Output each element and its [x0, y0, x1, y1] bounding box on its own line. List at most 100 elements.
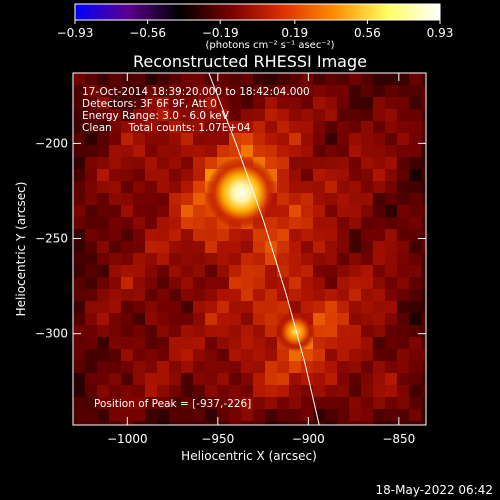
- heatmap-cell: [181, 73, 193, 85]
- heatmap-cell: [181, 289, 193, 301]
- heatmap-cell: [181, 145, 193, 157]
- heatmap-cell: [421, 337, 426, 349]
- heatmap-cell: [97, 73, 109, 85]
- heatmap-cell: [325, 109, 337, 121]
- heatmap-cell: [169, 181, 181, 193]
- colorbar-units-label: (photons cm⁻² s⁻¹ asec⁻²): [205, 40, 334, 51]
- heatmap-cell: [253, 133, 265, 145]
- heatmap-cell: [289, 361, 301, 373]
- heatmap-cell: [121, 325, 133, 337]
- heatmap-cell: [397, 265, 409, 277]
- heatmap-cell: [349, 73, 361, 85]
- colorbar-tick-label: −0.56: [129, 26, 166, 40]
- heatmap-cell: [385, 229, 397, 241]
- heatmap-cell: [349, 121, 361, 133]
- heatmap-cell: [313, 277, 325, 289]
- heatmap-cell: [241, 109, 253, 121]
- heatmap-cell: [217, 145, 229, 157]
- heatmap-cell: [385, 193, 397, 205]
- heatmap-cell: [253, 289, 265, 301]
- heatmap-cell: [181, 121, 193, 133]
- heatmap-cell: [181, 217, 193, 229]
- heatmap-cell: [241, 97, 253, 109]
- heatmap-cell: [409, 109, 421, 121]
- heatmap-cell: [313, 85, 325, 97]
- heatmap-cell: [277, 301, 289, 313]
- heatmap-cell: [181, 421, 193, 425]
- heatmap-cell: [409, 193, 421, 205]
- x-tick-label: −900: [292, 432, 325, 446]
- heatmap-cell: [337, 121, 349, 133]
- heatmap-cell: [97, 289, 109, 301]
- heatmap-cell: [121, 253, 133, 265]
- heatmap-cell: [169, 325, 181, 337]
- y-tick-label: −250: [35, 232, 68, 246]
- heatmap-cell: [265, 301, 277, 313]
- heatmap-cell: [121, 109, 133, 121]
- heatmap-cell: [277, 397, 289, 409]
- heatmap-cell: [397, 169, 409, 181]
- heatmap-cell: [337, 361, 349, 373]
- heatmap-cell: [85, 361, 97, 373]
- heatmap-cell: [385, 217, 397, 229]
- heatmap-cell: [85, 301, 97, 313]
- heatmap-cell: [241, 289, 253, 301]
- heatmap-cell: [157, 169, 169, 181]
- heatmap-cell: [373, 421, 385, 425]
- heatmap-cell: [385, 205, 397, 217]
- heatmap-cell: [145, 157, 157, 169]
- heatmap-cell: [193, 145, 205, 157]
- heatmap-cell: [229, 337, 241, 349]
- heatmap-cell: [325, 289, 337, 301]
- heatmap-cell: [397, 373, 409, 385]
- heatmap-cell: [301, 241, 313, 253]
- heatmap-cell: [109, 325, 121, 337]
- heatmap-cell: [409, 217, 421, 229]
- heatmap-cell: [121, 241, 133, 253]
- heatmap-cell: [97, 373, 109, 385]
- heatmap-cell: [133, 217, 145, 229]
- heatmap-cell: [373, 181, 385, 193]
- heatmap-cell: [301, 397, 313, 409]
- heatmap-cell: [313, 337, 325, 349]
- heatmap-cell: [253, 373, 265, 385]
- heatmap-cell: [157, 313, 169, 325]
- heatmap-cell: [385, 313, 397, 325]
- heatmap-cell: [349, 349, 361, 361]
- heatmap-cell: [85, 289, 97, 301]
- heatmap-cell: [373, 157, 385, 169]
- heatmap-cell: [385, 349, 397, 361]
- heatmap-cell: [421, 73, 426, 85]
- heatmap-cell: [85, 253, 97, 265]
- heatmap-cell: [337, 277, 349, 289]
- heatmap-cell: [157, 361, 169, 373]
- heatmap-cell: [385, 361, 397, 373]
- heatmap-cell: [133, 181, 145, 193]
- heatmap-cell: [205, 97, 217, 109]
- heatmap-cell: [73, 85, 85, 97]
- heatmap-cell: [337, 289, 349, 301]
- heatmap-cell: [145, 121, 157, 133]
- heatmap-cell: [397, 85, 409, 97]
- heatmap-cell: [373, 121, 385, 133]
- heatmap-cell: [109, 169, 121, 181]
- heatmap-cell: [325, 253, 337, 265]
- heatmap-cell: [157, 301, 169, 313]
- heatmap-cell: [157, 421, 169, 425]
- heatmap-cell: [157, 385, 169, 397]
- heatmap-cell: [373, 373, 385, 385]
- heatmap-cell: [205, 229, 217, 241]
- heatmap-cell: [205, 85, 217, 97]
- heatmap-cell: [361, 373, 373, 385]
- heatmap-cell: [241, 313, 253, 325]
- heatmap-cell: [409, 373, 421, 385]
- heatmap-cell: [397, 157, 409, 169]
- heatmap-cell: [181, 181, 193, 193]
- heatmap-cell: [145, 169, 157, 181]
- heatmap-cell: [85, 97, 97, 109]
- heatmap-cell: [181, 169, 193, 181]
- heatmap-cell: [157, 217, 169, 229]
- heatmap-cell: [193, 73, 205, 85]
- heatmap-cell: [157, 73, 169, 85]
- heatmap-cell: [265, 121, 277, 133]
